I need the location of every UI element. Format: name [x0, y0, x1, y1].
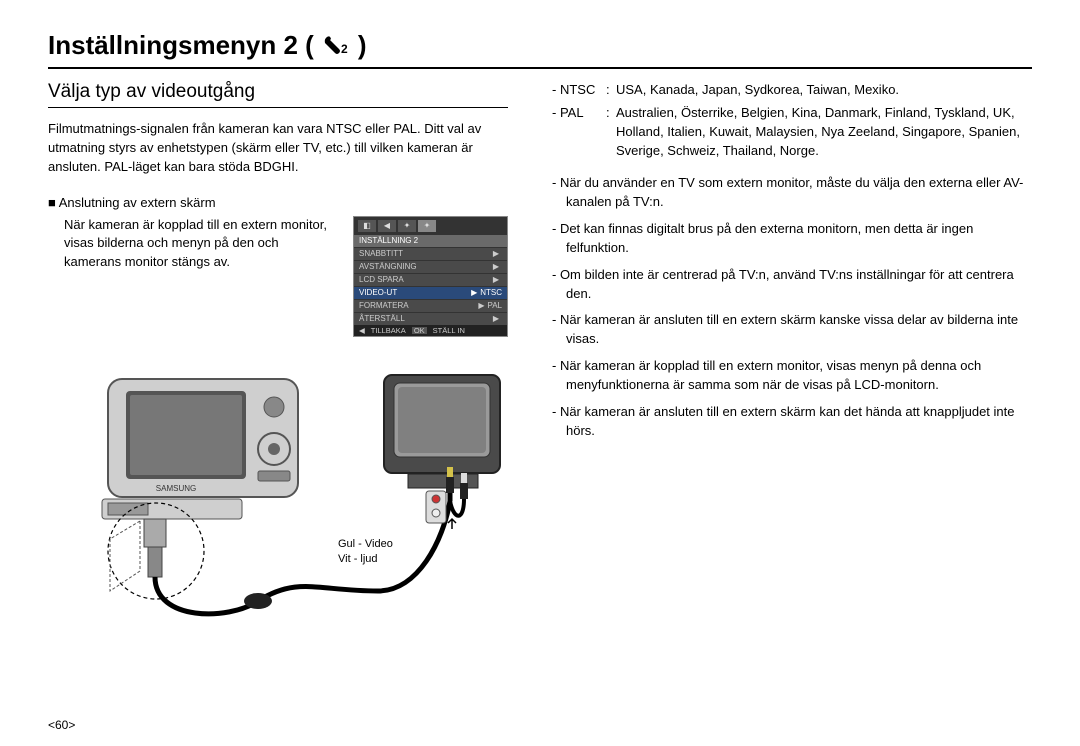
- chevron-right-icon: ▶: [471, 288, 477, 297]
- menu-footer: ◀ TILLBAKA OK STÄLL IN: [354, 325, 507, 337]
- chevron-right-icon: ▶: [493, 314, 499, 323]
- chevron-right-icon: ▶: [493, 249, 499, 258]
- menu-title: INSTÄLLNING 2: [354, 235, 507, 247]
- ntsc-value: USA, Kanada, Japan, Sydkorea, Taiwan, Me…: [616, 81, 1032, 100]
- menu-row: VIDEO-UT ▶NTSC: [354, 286, 507, 299]
- diagram-svg: SAMSUNG: [48, 371, 508, 641]
- label-yellow-video: Gul - Video: [338, 537, 393, 552]
- page-title-row: Inställningsmenyn 2 ( 2 ): [48, 30, 1032, 69]
- menu-row-value: PAL: [487, 301, 502, 310]
- menu-row-label: ÅTERSTÄLL: [359, 315, 405, 323]
- menu-row: AVSTÄNGNING ▶: [354, 260, 507, 273]
- list-item: - När kameran är ansluten till en extern…: [552, 311, 1032, 349]
- menu-row-value: NTSC: [480, 288, 502, 297]
- menu-tabs: ◧ ◀ ✦ ✦: [354, 217, 507, 235]
- ntsc-key: - NTSC: [552, 81, 606, 100]
- menu-row: SNABBTITT ▶: [354, 247, 507, 260]
- pal-definition: - PAL : Australien, Österrike, Belgien, …: [552, 104, 1032, 161]
- list-item: - När kameran är ansluten till en extern…: [552, 403, 1032, 441]
- subheading: ■ Anslutning av extern skärm: [48, 195, 508, 210]
- menu-footer-ok: OK: [412, 327, 427, 335]
- label-white-audio: Vit - ljud: [338, 552, 393, 567]
- wrench-2-icon: 2: [322, 34, 350, 61]
- menu-row-label: VIDEO-UT: [359, 289, 397, 297]
- pal-key: - PAL: [552, 104, 606, 161]
- intro-paragraph: Filmutmatnings-signalen från kameran kan…: [48, 120, 508, 177]
- sound-icon: ◀: [378, 220, 396, 232]
- menu-row-label: FORMATERA: [359, 302, 409, 310]
- menu-row: LCD SPARA ▶: [354, 273, 507, 286]
- chevron-right-icon: ▶: [478, 301, 484, 310]
- sub-paragraph: När kameran är kopplad till en extern mo…: [64, 216, 339, 273]
- wrench-2-tab-icon: ✦: [418, 220, 436, 232]
- chevron-right-icon: ▶: [493, 262, 499, 271]
- pal-value: Australien, Österrike, Belgien, Kina, Da…: [616, 104, 1032, 161]
- list-item: - Om bilden inte är centrerad på TV:n, a…: [552, 266, 1032, 304]
- page-title-close: ): [358, 30, 367, 61]
- notes-list: - När du använder en TV som extern monit…: [552, 174, 1032, 440]
- menu-row-label: LCD SPARA: [359, 276, 404, 284]
- section-heading: Välja typ av videoutgång: [48, 81, 508, 108]
- wrench-icon: ✦: [398, 220, 416, 232]
- cable-labels: Gul - Video Vit - ljud: [338, 537, 393, 568]
- list-item: - Det kan finnas digitalt brus på den ex…: [552, 220, 1032, 258]
- list-item: - När du använder en TV som extern monit…: [552, 174, 1032, 212]
- menu-footer-back: TILLBAKA: [371, 327, 406, 335]
- menu-row: FORMATERA ▶PAL: [354, 299, 507, 312]
- menu-footer-set: STÄLL IN: [433, 327, 465, 335]
- svg-text:SAMSUNG: SAMSUNG: [156, 484, 196, 493]
- page-number: <60>: [48, 718, 75, 732]
- svg-text:2: 2: [341, 42, 348, 56]
- chevron-right-icon: ▶: [493, 275, 499, 284]
- camera-icon: ◧: [358, 220, 376, 232]
- menu-row-label: AVSTÄNGNING: [359, 263, 417, 271]
- camera-menu-screenshot: ◧ ◀ ✦ ✦ INSTÄLLNING 2 SNABBTITT▶AVSTÄNGN…: [353, 216, 508, 338]
- menu-row-label: SNABBTITT: [359, 250, 403, 258]
- connection-diagram: SAMSUNG: [48, 371, 508, 641]
- menu-row: ÅTERSTÄLL ▶: [354, 312, 507, 325]
- back-arrow-icon: ◀: [359, 327, 365, 335]
- list-item: - När kameran är kopplad till en extern …: [552, 357, 1032, 395]
- page-title: Inställningsmenyn 2 (: [48, 30, 314, 61]
- ntsc-definition: - NTSC : USA, Kanada, Japan, Sydkorea, T…: [552, 81, 1032, 100]
